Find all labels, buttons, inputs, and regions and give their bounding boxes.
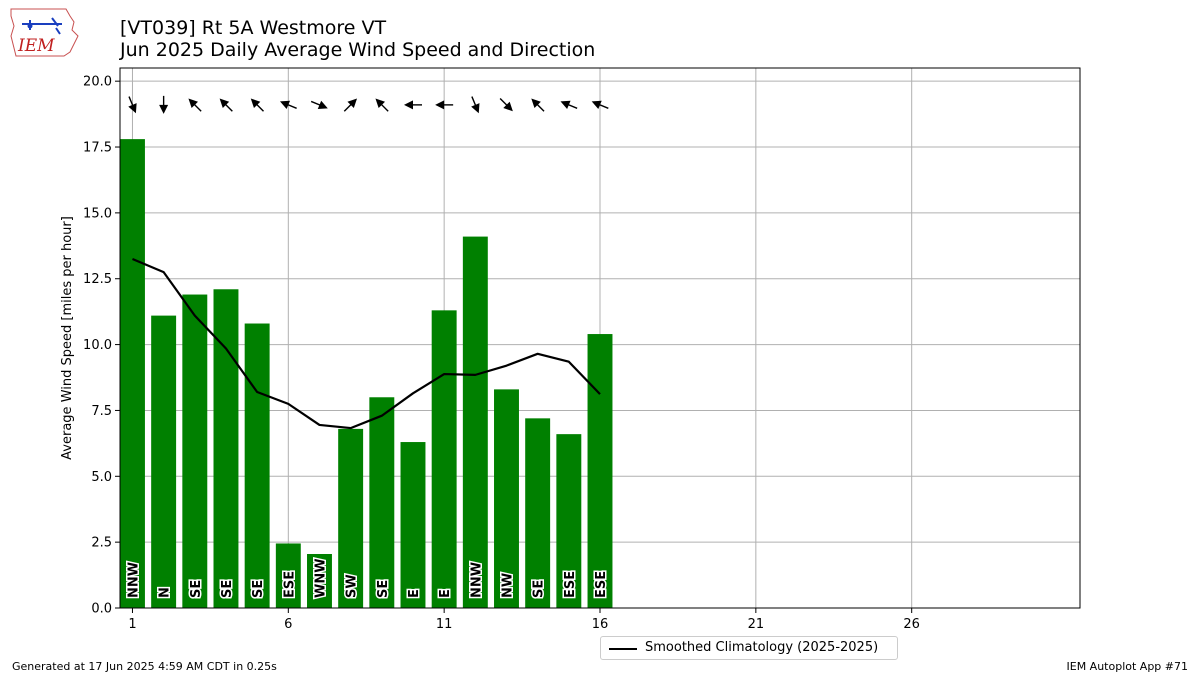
bar-direction-label: NNW <box>469 562 484 598</box>
generated-timestamp: Generated at 17 Jun 2025 4:59 AM CDT in … <box>12 660 277 673</box>
x-tick-label: 21 <box>748 617 765 632</box>
x-tick-label: 26 <box>903 617 920 632</box>
bars-group <box>120 139 613 608</box>
x-tick-label: 16 <box>592 617 609 632</box>
y-tick-label: 2.5 <box>91 536 112 551</box>
legend-label: Smoothed Climatology (2025-2025) <box>645 640 879 655</box>
y-tick-label: 12.5 <box>83 272 112 287</box>
bar-direction-label: NNW <box>126 562 141 598</box>
y-tick-label: 0.0 <box>91 602 112 617</box>
wind-arrow-icon <box>471 96 480 114</box>
bar <box>369 397 395 608</box>
climatology-line <box>132 257 601 430</box>
legend: Smoothed Climatology (2025-2025) <box>600 636 898 660</box>
wind-arrow-icon <box>219 98 233 112</box>
wind-arrow-icon <box>499 98 513 112</box>
iem-logo: IEM <box>10 8 79 57</box>
bar-direction-label: SE <box>532 580 547 598</box>
bar <box>494 389 519 608</box>
wind-arrow-icon <box>159 95 169 114</box>
bar <box>462 236 488 608</box>
bar <box>400 442 426 608</box>
x-tick-label: 6 <box>284 617 292 632</box>
y-axis-label: Average Wind Speed [miles per hour] <box>60 216 75 460</box>
wind-arrow-icon <box>128 96 137 114</box>
wind-arrow-icon <box>403 100 422 110</box>
iowa-outline-icon <box>10 8 79 57</box>
chart-title: [VT039] Rt 5A Westmore VT <box>120 17 387 39</box>
bar-direction-label: E <box>438 589 453 598</box>
x-tick-label: 1 <box>128 617 136 632</box>
wind-arrow-icon <box>560 100 578 110</box>
bar <box>213 289 239 608</box>
bar <box>307 554 332 608</box>
y-tick-label: 5.0 <box>91 470 112 485</box>
bar-direction-label: WNW <box>313 558 328 598</box>
bar-direction-label: SE <box>376 580 391 598</box>
bar-direction-label: ESE <box>282 571 297 598</box>
wind-arrow-icon <box>531 98 545 112</box>
climatology-group <box>132 257 601 430</box>
chart-subtitle: Jun 2025 Daily Average Wind Speed and Di… <box>120 39 596 61</box>
y-tick-label: 10.0 <box>83 338 112 353</box>
bar-direction-label: SE <box>251 580 266 598</box>
bar <box>244 323 270 608</box>
y-tick-label: 15.0 <box>83 206 112 221</box>
wind-arrow-icon <box>343 98 358 112</box>
bar-direction-label: NW <box>500 573 515 598</box>
bar <box>275 543 301 608</box>
bar-direction-label: SE <box>220 580 235 598</box>
bar-direction-label: SE <box>189 580 204 598</box>
wind-arrow-icon <box>435 100 454 110</box>
wind-arrow-icon <box>279 100 297 110</box>
wind-arrow-icon <box>591 100 609 110</box>
bar <box>151 315 177 608</box>
bar-direction-labels: NNW N SE SE SE ESE WNW SW SE E E NNW NW SE ESE ESE <box>125 557 611 600</box>
axis-ticks: 0.02.55.07.510.012.515.017.520.01 6 11 16 21… <box>83 75 920 632</box>
app-credit: IEM Autoplot App #71 <box>1066 660 1189 673</box>
wind-arrows-group <box>128 95 609 114</box>
x-tick-label: 11 <box>436 617 453 632</box>
logo-text: IEM <box>17 36 55 56</box>
y-tick-label: 17.5 <box>83 141 112 156</box>
bar-direction-label: N <box>158 587 173 598</box>
wind-arrow-icon <box>250 98 265 112</box>
wind-arrow-icon <box>188 98 202 112</box>
y-tick-label: 20.0 <box>83 75 112 90</box>
bar <box>525 418 551 608</box>
bar <box>431 310 457 608</box>
y-tick-label: 7.5 <box>91 404 112 419</box>
bar-direction-label: ESE <box>563 571 578 598</box>
bar <box>120 139 145 608</box>
wind-arrow-icon <box>375 98 389 112</box>
bar-direction-label: ESE <box>594 571 609 598</box>
bar-direction-label: E <box>407 589 422 598</box>
bar <box>338 428 364 608</box>
bar-direction-label: SW <box>345 574 360 598</box>
bar <box>556 434 582 608</box>
legend-line-swatch <box>609 648 637 650</box>
wind-arrow-icon <box>310 100 328 110</box>
bar <box>182 294 208 608</box>
bar <box>587 334 613 608</box>
